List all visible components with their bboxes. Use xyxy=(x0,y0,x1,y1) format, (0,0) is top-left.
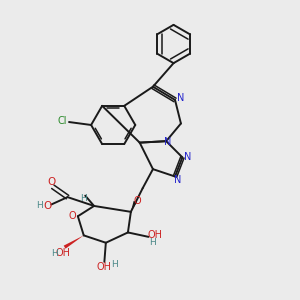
Text: Cl: Cl xyxy=(58,116,67,126)
Text: N: N xyxy=(177,94,184,103)
Text: O: O xyxy=(47,177,56,188)
Text: H: H xyxy=(51,249,58,258)
Text: H: H xyxy=(150,238,156,247)
Text: OH: OH xyxy=(56,248,70,258)
Polygon shape xyxy=(131,201,137,212)
Text: N: N xyxy=(174,175,182,185)
Text: H: H xyxy=(36,201,43,210)
Text: OH: OH xyxy=(97,262,112,272)
Text: H: H xyxy=(80,194,87,203)
Text: H: H xyxy=(111,260,118,269)
Polygon shape xyxy=(64,236,84,249)
Text: O: O xyxy=(69,211,76,221)
Text: N: N xyxy=(184,152,191,162)
Text: O: O xyxy=(134,196,141,206)
Text: N: N xyxy=(164,137,171,147)
Text: OH: OH xyxy=(148,230,163,240)
Text: O: O xyxy=(44,201,52,211)
